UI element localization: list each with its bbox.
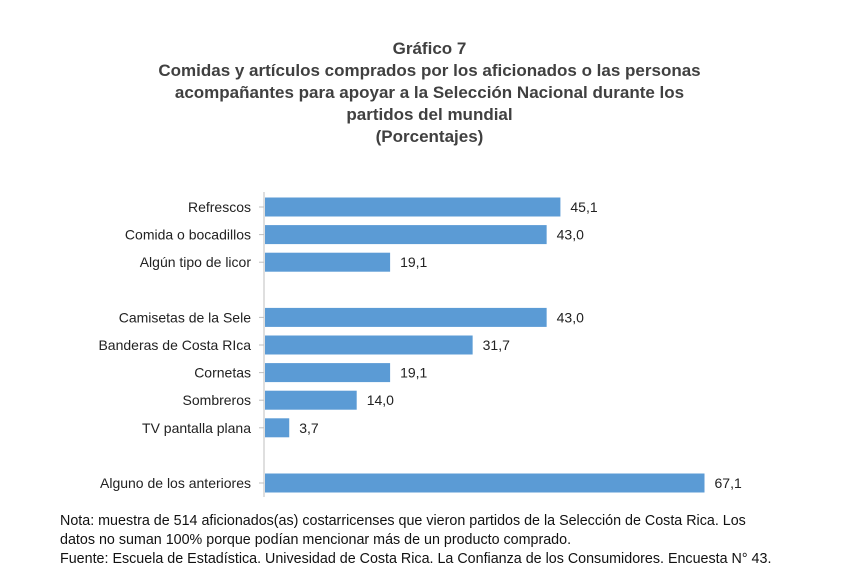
category-label: Sombreros (183, 392, 251, 408)
bar (265, 252, 391, 272)
category-label: Comida o bocadillos (125, 227, 251, 243)
chart-title-line: Gráfico 7 (392, 39, 467, 58)
data-label: 45,1 (570, 199, 597, 215)
bar (265, 335, 473, 355)
data-label: 14,0 (367, 392, 394, 408)
chart-title: Gráfico 7 Comidas y artículos comprados … (0, 38, 859, 148)
chart-title-line: Comidas y artículos comprados por los af… (158, 61, 701, 80)
data-label: 31,7 (483, 337, 510, 353)
note-line: datos no suman 100% porque podían mencio… (60, 532, 572, 548)
data-label: 43,0 (557, 227, 584, 243)
chart-note: Nota: muestra de 514 aficionados(as) cos… (60, 512, 850, 569)
data-label: 19,1 (400, 254, 427, 270)
bar (265, 197, 561, 217)
data-label: 3,7 (299, 420, 319, 436)
bar (265, 418, 290, 438)
category-label: Camisetas de la Sele (119, 309, 252, 325)
data-label: 19,1 (400, 365, 427, 381)
note-line: Fuente: Escuela de Estadística. Univesid… (60, 551, 772, 567)
category-label: TV pantalla plana (142, 420, 251, 436)
category-label: Refrescos (188, 199, 251, 215)
data-label: 43,0 (557, 309, 584, 325)
chart-title-line: (Porcentajes) (375, 127, 484, 146)
data-label: 67,1 (715, 475, 742, 491)
chart-title-line: acompañantes para apoyar a la Selección … (174, 83, 685, 102)
category-label: Algún tipo de licor (140, 254, 252, 270)
category-label: Banderas de Costa RIca (98, 337, 251, 353)
bar (265, 363, 391, 383)
note-line: Nota: muestra de 514 aficionados(as) cos… (60, 513, 746, 529)
category-label: Cornetas (194, 365, 251, 381)
bar (265, 225, 547, 245)
bar (265, 473, 705, 493)
category-label: Alguno de los anteriores (100, 475, 251, 491)
chart-title-line: partidos del mundial (346, 105, 513, 124)
bar (265, 307, 547, 327)
bar (265, 390, 357, 410)
